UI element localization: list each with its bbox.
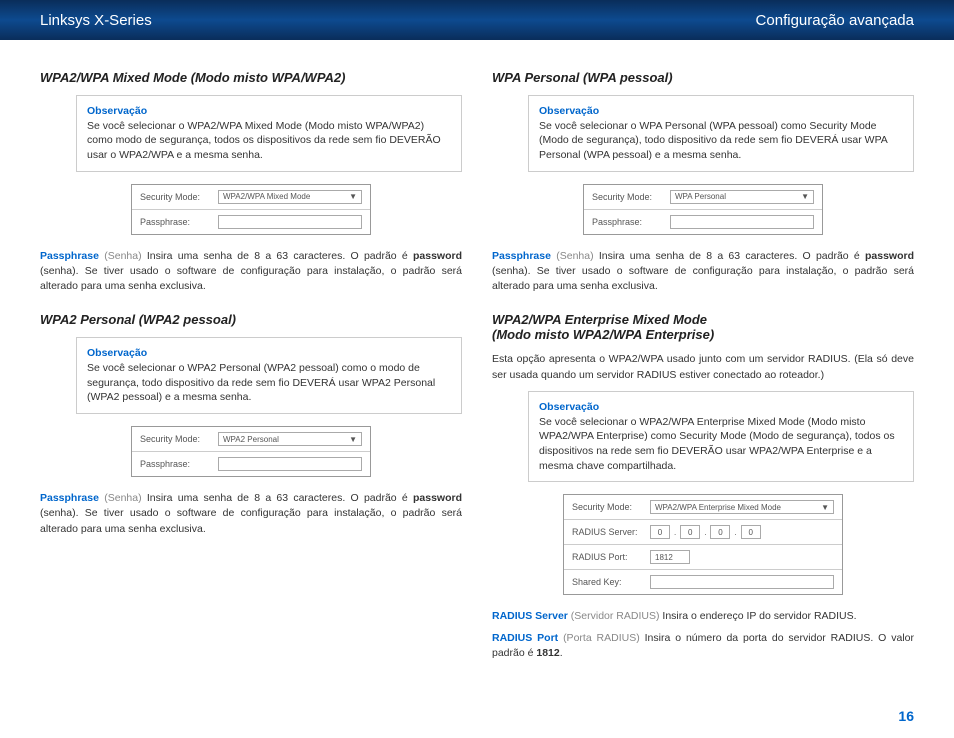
term-translation: (Senha) [104,492,141,504]
note-body: Se você selecionar o WPA2/WPA Enterprise… [539,416,895,472]
passphrase-input[interactable] [670,215,814,229]
header-left: Linksys X-Series [40,12,152,29]
radius-server-label: RADIUS Server: [572,527,650,537]
passphrase-label: Passphrase: [140,459,218,469]
term: Passphrase [40,250,99,262]
chevron-down-icon: ▼ [349,192,357,201]
shared-key-input[interactable] [650,575,834,589]
ip-octet-input[interactable]: 0 [710,525,730,539]
page-header: Linksys X-Series Configuração avançada [0,0,954,40]
ip-octet-input[interactable]: 0 [650,525,670,539]
content-area: WPA2/WPA Mixed Mode (Modo misto WPA/WPA2… [0,40,954,687]
term: Passphrase [492,250,551,262]
right-column: WPA Personal (WPA pessoal) Observação Se… [492,70,914,667]
security-mode-dropdown[interactable]: WPA2/WPA Enterprise Mixed Mode ▼ [650,500,834,514]
passphrase-input[interactable] [218,457,362,471]
security-mode-value: WPA2 Personal [223,435,279,444]
passphrase-input[interactable] [218,215,362,229]
note-body: Se você selecionar o WPA2 Personal (WPA2… [87,362,435,403]
radius-port-input[interactable]: 1812 [650,550,690,564]
body-paragraph: Passphrase (Senha) Insira uma senha de 8… [492,249,914,295]
radius-port-label: RADIUS Port: [572,552,650,562]
body-paragraph: RADIUS Port (Porta RADIUS) Insira o núme… [492,631,914,661]
intro-text: Esta opção apresenta o WPA2/WPA usado ju… [492,352,914,382]
note-body: Se você selecionar o WPA2/WPA Mixed Mode… [87,120,441,161]
security-mode-value: WPA2/WPA Enterprise Mixed Mode [655,503,781,512]
passphrase-label: Passphrase: [140,217,218,227]
note-box: Observação Se você selecionar o WPA Pers… [528,95,914,172]
page-number: 16 [898,708,914,724]
body-paragraph: Passphrase (Senha) Insira uma senha de 8… [40,491,462,537]
chevron-down-icon: ▼ [349,435,357,444]
ip-octet-input[interactable]: 0 [680,525,700,539]
note-box: Observação Se você selecionar o WPA2/WPA… [528,391,914,482]
security-mode-value: WPA Personal [675,192,726,201]
note-header: Observação [87,105,147,117]
term: Passphrase [40,492,99,504]
section-heading: WPA2/WPA Enterprise Mixed Mode (Modo mis… [492,312,914,342]
shared-key-label: Shared Key: [572,577,650,587]
security-form: Security Mode: WPA Personal ▼ Passphrase… [583,184,823,235]
security-mode-dropdown[interactable]: WPA2 Personal ▼ [218,432,362,446]
security-form-enterprise: Security Mode: WPA2/WPA Enterprise Mixed… [563,494,843,595]
body-paragraph: Passphrase (Senha) Insira uma senha de 8… [40,249,462,295]
term-translation: (Senha) [556,250,593,262]
security-mode-label: Security Mode: [592,192,670,202]
note-header: Observação [87,347,147,359]
header-right: Configuração avançada [756,12,914,29]
term-translation: (Servidor RADIUS) [571,610,660,622]
chevron-down-icon: ▼ [801,192,809,201]
passphrase-label: Passphrase: [592,217,670,227]
note-header: Observação [539,401,599,413]
term: RADIUS Port [492,632,558,644]
note-box: Observação Se você selecionar o WPA2 Per… [76,337,462,414]
left-column: WPA2/WPA Mixed Mode (Modo misto WPA/WPA2… [40,70,462,667]
security-mode-value: WPA2/WPA Mixed Mode [223,192,310,201]
section-heading: WPA2 Personal (WPA2 pessoal) [40,312,462,327]
term-translation: (Senha) [104,250,141,262]
term: RADIUS Server [492,610,568,622]
body-paragraph: RADIUS Server (Servidor RADIUS) Insira o… [492,609,914,624]
note-body: Se você selecionar o WPA Personal (WPA p… [539,120,887,161]
ip-octet-input[interactable]: 0 [741,525,761,539]
security-mode-label: Security Mode: [572,502,650,512]
security-form: Security Mode: WPA2/WPA Mixed Mode ▼ Pas… [131,184,371,235]
security-form: Security Mode: WPA2 Personal ▼ Passphras… [131,426,371,477]
term-translation: (Porta RADIUS) [563,632,640,644]
note-box: Observação Se você selecionar o WPA2/WPA… [76,95,462,172]
security-mode-dropdown[interactable]: WPA Personal ▼ [670,190,814,204]
section-heading: WPA Personal (WPA pessoal) [492,70,914,85]
radius-server-ip-group: 0. 0. 0. 0 [650,525,761,539]
section-heading: WPA2/WPA Mixed Mode (Modo misto WPA/WPA2… [40,70,462,85]
security-mode-label: Security Mode: [140,192,218,202]
security-mode-label: Security Mode: [140,434,218,444]
note-header: Observação [539,105,599,117]
security-mode-dropdown[interactable]: WPA2/WPA Mixed Mode ▼ [218,190,362,204]
chevron-down-icon: ▼ [821,503,829,512]
